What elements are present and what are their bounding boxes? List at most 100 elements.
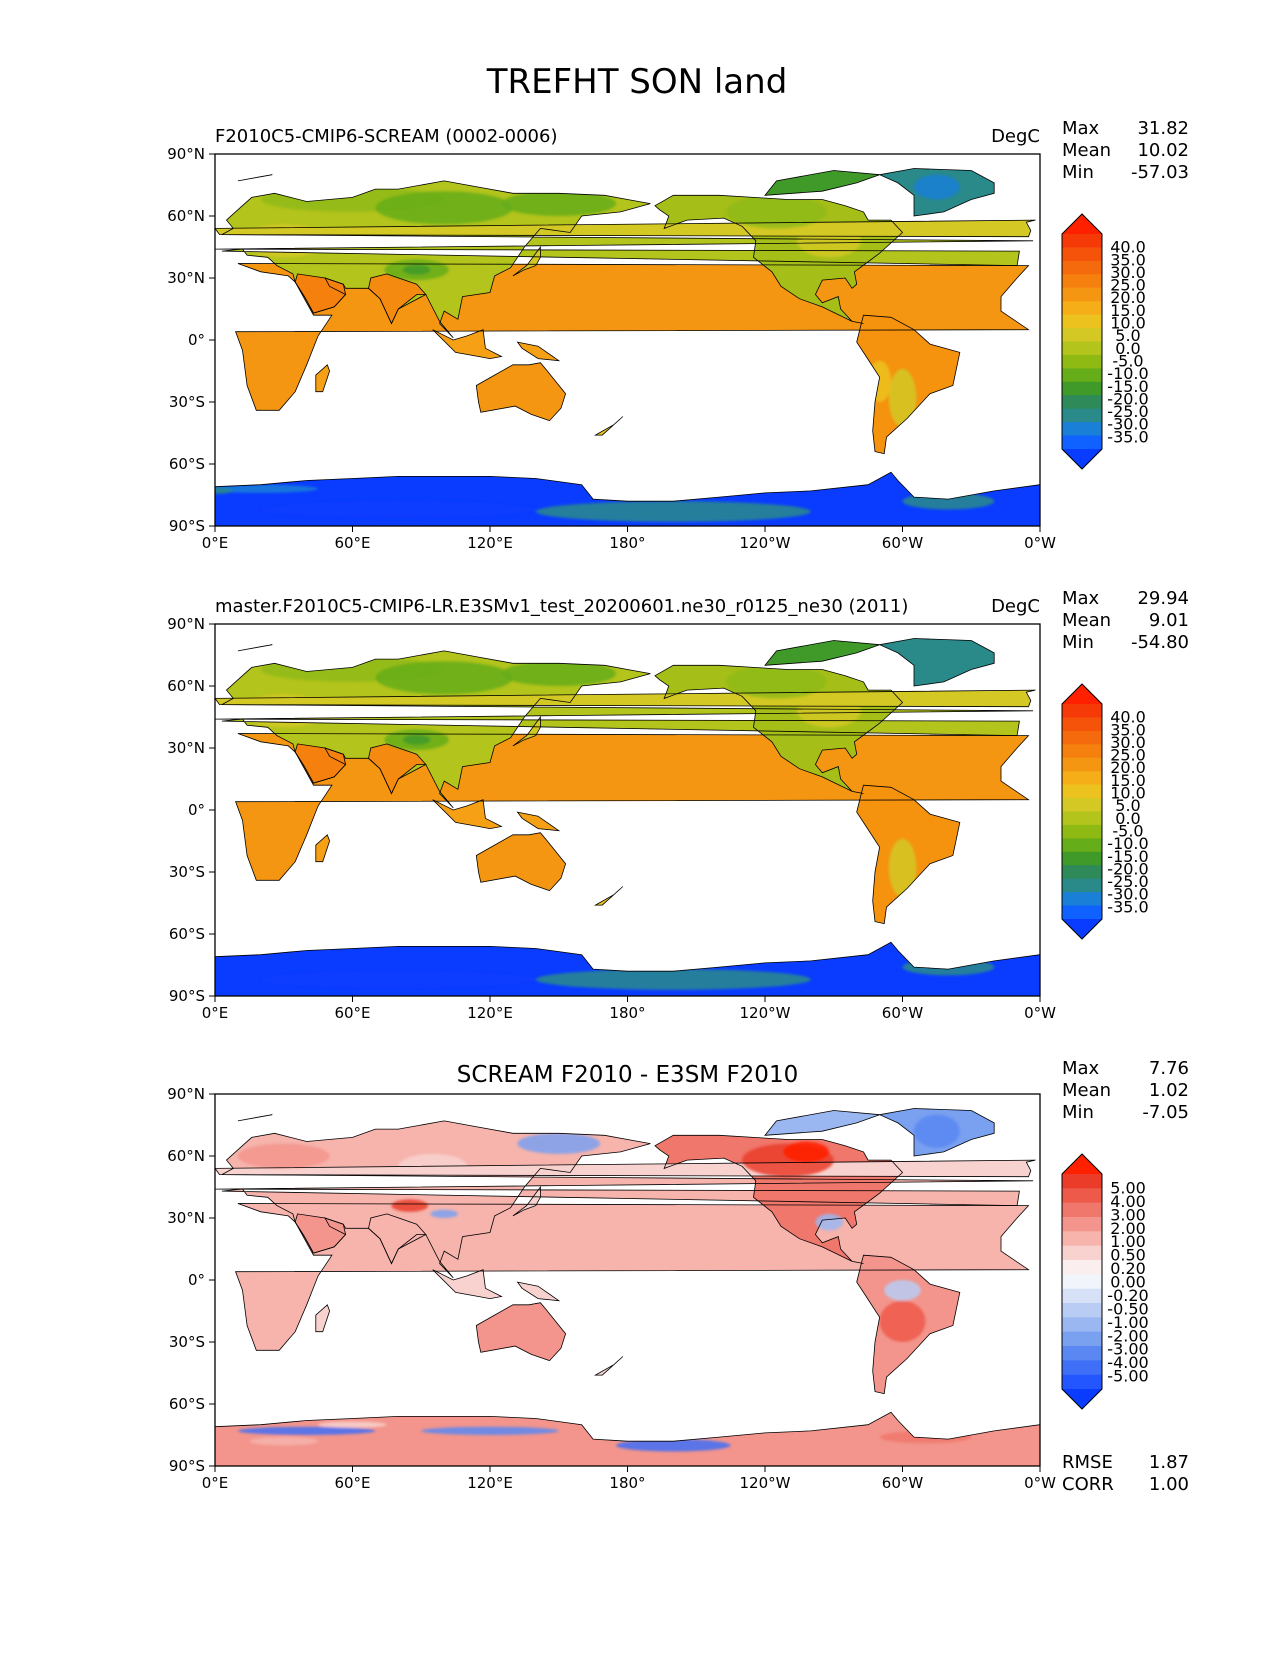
colorbar-tick-label: 40.0 [1110,238,1146,257]
field-patch [815,1213,843,1231]
stat-label: Mean [1062,610,1111,631]
land-new-guinea [517,812,559,831]
figure-title: TREFHT SON land [486,62,788,102]
stat-label: Min [1062,632,1094,653]
stat-label: Min [1062,162,1094,183]
colorbar-segment [1062,1245,1102,1261]
coastline-nz [593,886,624,906]
colorbar-segment [1062,274,1102,289]
colorbar-segment [1062,1303,1102,1318]
stat-label: Min [1062,1102,1094,1123]
field-patch [797,224,862,258]
coastline-nz [593,416,624,436]
x-tick-label: 60°W [882,534,924,552]
colorbar: 5.004.003.002.001.000.500.200.00-0.20-0.… [1061,1153,1149,1410]
colorbar-extend-min [1062,1389,1102,1409]
colorbar-tick-label: -5.0 [1112,821,1143,840]
colorbar: 40.035.030.025.020.015.010.05.00.0-5.0-1… [1061,213,1149,470]
x-tick-label: 120°W [740,534,791,552]
colorbar-segment [1062,704,1102,719]
coastline-nz [593,1356,624,1376]
panel-units: DegC [991,596,1040,617]
x-tick-label: 180° [609,1004,645,1022]
land-madagascar [315,1304,330,1332]
stat-value: 9.01 [1149,610,1189,631]
colorbar-extend-min [1062,919,1102,939]
colorbar-segment [1062,784,1102,799]
x-tick-label: 120°E [467,534,513,552]
field-patch [726,665,827,699]
stat-value: 31.82 [1137,118,1189,139]
colorbar-segment [1062,892,1102,907]
field-patch [879,1300,926,1343]
colorbar-segment [1062,395,1102,410]
colorbar-segment [1062,1188,1102,1204]
land-arabia [295,743,346,784]
coastline-madagascar [315,1304,331,1333]
coastline-north-america [654,1134,904,1264]
x-tick-label: 120°W [740,1474,791,1492]
coastline-australia [475,832,567,892]
colorbar-extend-max [1062,1154,1102,1174]
land-japan [512,247,541,276]
coastline-arctic-isl [764,170,880,196]
field-patch [430,1209,458,1219]
land-indonesia [432,1269,502,1299]
colorbar-segment [1062,824,1102,839]
y-tick-label: 30°N [167,1209,205,1227]
coastline-scandi-ice [237,1114,273,1122]
coastline-new-guinea [516,341,561,362]
colorbar-segment [1062,247,1102,262]
stat-value: 10.02 [1137,140,1189,161]
coastline-greenland [878,638,995,687]
colorbar-segment [1062,878,1102,893]
y-tick-label: 0° [188,801,205,819]
y-tick-label: 90°N [167,615,205,633]
stat-label: Max [1062,118,1100,139]
x-tick-label: 0°E [202,534,229,552]
coastline-india [368,1213,427,1265]
coastline-africa [235,733,1030,881]
colorbar-tick-label: -4.00 [1107,1353,1148,1372]
colorbar-segment [1062,1346,1102,1361]
colorbar-segment [1062,1231,1102,1247]
panel-units: DegC [991,126,1040,147]
field-patch [888,368,917,427]
colorbar-tick-label: -0.50 [1107,1299,1148,1318]
colorbar-tick-label: -15.0 [1107,847,1148,866]
colorbar-extend-max [1062,214,1102,234]
field-patch [421,1426,559,1436]
land-india [368,273,426,324]
land-antarctica [215,1412,1040,1466]
colorbar-segment [1062,851,1102,866]
y-tick-label: 60°N [167,1147,205,1165]
coastline-arctic-isl [764,1110,880,1136]
coastline-australia [475,362,567,422]
y-tick-label: 90°S [169,987,205,1005]
x-tick-label: 120°E [467,1474,513,1492]
colorbar-segment [1062,368,1102,383]
colorbar-segment [1062,798,1102,813]
stat-value: -57.03 [1131,162,1189,183]
field-patch [249,1437,319,1446]
colorbar-segment [1062,314,1102,329]
field-patch [913,174,960,200]
colorbar-segment [1062,730,1102,745]
colorbar-segment [1062,1374,1102,1390]
colorbar-tick-label: 10.0 [1110,784,1146,803]
coastline-greenland [878,1108,995,1157]
x-tick-label: 0°W [1024,534,1056,552]
colorbar-tick-label: 4.00 [1110,1192,1146,1211]
field-patch [375,661,513,695]
field-patch [783,1141,830,1163]
stat-label: Mean [1062,1080,1111,1101]
field-patch [501,191,617,217]
colorbar-tick-label: 20.0 [1110,288,1146,307]
field-patch [501,661,617,686]
colorbar-tick-label: -2.00 [1107,1326,1148,1345]
colorbar-segment [1062,865,1102,880]
field-patch [517,1133,600,1154]
coastline-uk [215,689,1036,708]
colorbar-segment [1062,1202,1102,1218]
land-madagascar [315,834,330,862]
